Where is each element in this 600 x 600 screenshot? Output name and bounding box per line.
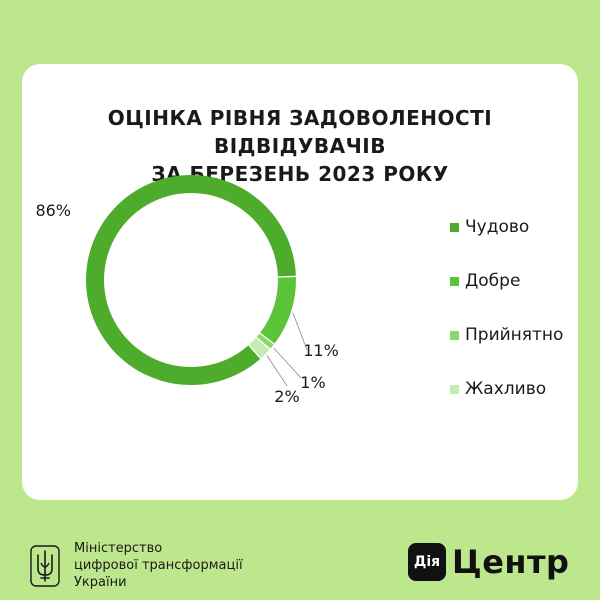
ministry-block: Міністерство цифрової трансформації Укра… — [30, 540, 243, 591]
data-label-chudovo: 86% — [35, 201, 71, 220]
legend-item-pryiniatno: Прийнятно — [450, 308, 563, 362]
slice-pryiniatno — [256, 333, 274, 349]
legend-label: Добре — [465, 271, 521, 291]
donut-chart: 86% 11% 1%2% — [35, 175, 339, 406]
slice-zhakhlyvo — [249, 337, 270, 359]
legend-item-chudovo: Чудово — [450, 200, 563, 254]
data-label-zhakhlyvo: 2% — [274, 387, 299, 406]
ministry-name: Міністерство цифрової трансформації Укра… — [74, 540, 243, 591]
legend-swatch — [450, 222, 459, 232]
legend-item-zhakhlyvo: Жахливо — [450, 362, 563, 416]
diia-logo: Дія — [408, 543, 446, 581]
ministry-line-3: України — [74, 575, 127, 590]
trident-emblem-icon — [30, 544, 60, 587]
slice-dobre — [260, 277, 297, 344]
legend-label: Чудово — [465, 217, 530, 237]
legend-label: Прийнятно — [465, 325, 564, 345]
leader-line-dobre — [292, 312, 308, 351]
legend-swatch — [450, 330, 459, 340]
leader-line-pryiniatno — [273, 347, 302, 379]
chart-title: ОЦІНКА РІВНЯ ЗАДОВОЛЕНОСТІ ВІДВІДУВАЧІВ … — [22, 104, 578, 188]
legend-label: Жахливо — [465, 379, 547, 399]
ministry-line-1: Міністерство — [74, 541, 163, 556]
legend-item-dobre: Добре — [450, 254, 563, 308]
legend-swatch — [450, 384, 459, 394]
data-label-dobre: 11% — [303, 341, 339, 360]
legend-swatch — [450, 276, 459, 286]
data-label-pryiniatno: 1% — [300, 373, 325, 392]
chart-card: ОЦІНКА РІВНЯ ЗАДОВОЛЕНОСТІ ВІДВІДУВАЧІВ … — [22, 64, 578, 500]
leader-line-zhakhlyvo — [266, 355, 288, 387]
diia-center-brand: Дія Центр — [408, 543, 569, 581]
chart-legend: Чудово Добре Прийнятно Жахливо — [450, 200, 563, 416]
chart-title-line-1: ОЦІНКА РІВНЯ ЗАДОВОЛЕНОСТІ ВІДВІДУВАЧІВ — [107, 106, 493, 158]
ministry-line-2: цифрової трансформації — [74, 558, 243, 573]
brand-name: Центр — [452, 543, 570, 581]
